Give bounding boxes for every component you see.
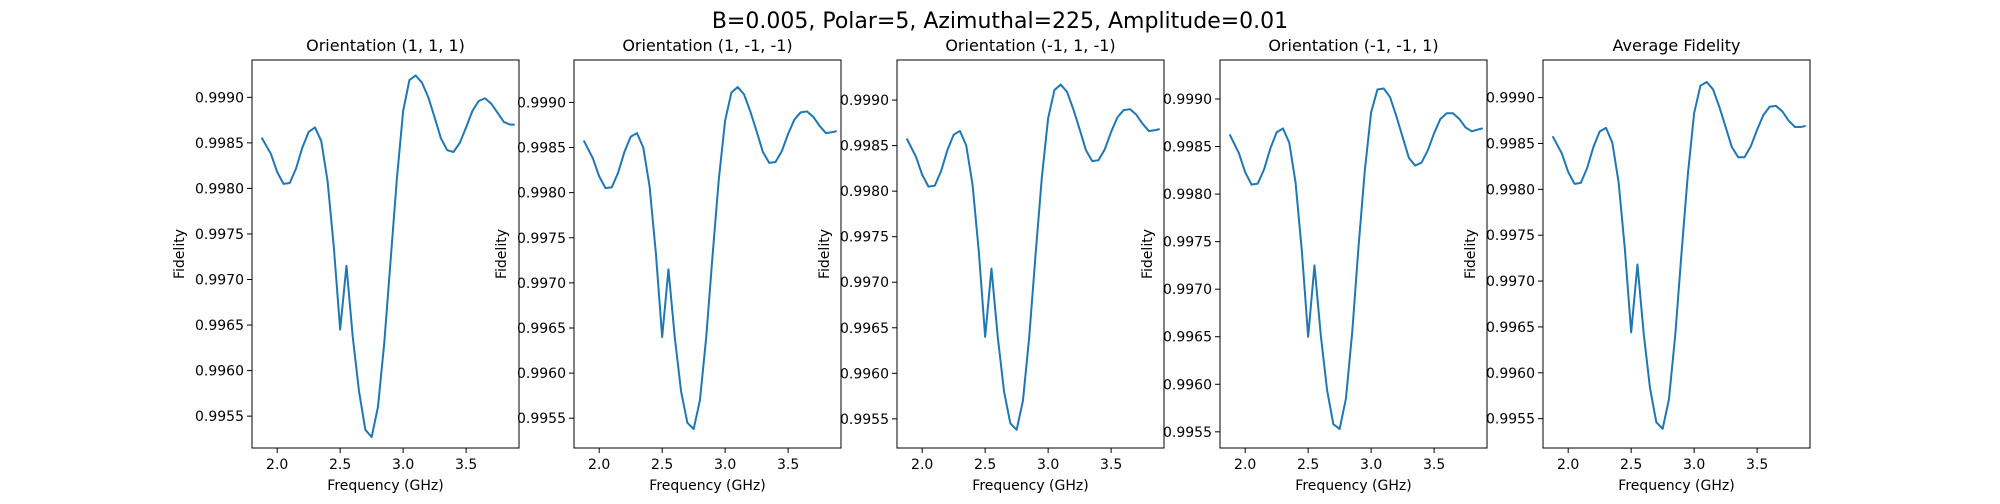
subplot-title: Average Fidelity — [1613, 36, 1741, 55]
y-tick-label: 0.9990 — [1163, 92, 1212, 108]
y-tick-label: 0.9985 — [195, 136, 244, 152]
y-tick-label: 0.9955 — [517, 411, 566, 427]
plot-frame — [896, 59, 1165, 449]
x-tick-label: 3.0 — [392, 457, 414, 473]
y-axis-label: Fidelity — [1463, 229, 1479, 279]
x-axis-label: Frequency (GHz) — [327, 478, 443, 494]
y-tick-label: 0.9965 — [195, 318, 244, 334]
x-tick-label: 3.5 — [777, 457, 799, 473]
y-axis-label: Fidelity — [172, 229, 188, 279]
x-tick-label: 2.0 — [266, 457, 288, 473]
y-tick-label: 0.9965 — [1163, 330, 1212, 346]
y-tick-label: 0.9980 — [1163, 187, 1212, 203]
x-tick-label: 3.0 — [714, 457, 736, 473]
y-tick-label: 0.9985 — [840, 139, 889, 155]
y-tick-label: 0.9980 — [1486, 182, 1535, 198]
plot-frame — [1219, 59, 1488, 449]
x-axis-label: Frequency (GHz) — [1295, 478, 1411, 494]
y-tick-label: 0.9980 — [840, 184, 889, 200]
y-tick-label: 0.9955 — [1163, 425, 1212, 441]
subplot-title: Orientation (1, -1, -1) — [622, 36, 792, 55]
y-tick-label: 0.9975 — [1163, 235, 1212, 251]
y-tick-label: 0.9990 — [840, 93, 889, 109]
y-tick-label: 0.9980 — [517, 186, 566, 202]
y-axis-label: Fidelity — [494, 229, 510, 279]
subplot-2: 2.0 2.5 3.0 3.5 0.9955 0.9960 0.9965 0.9970 0.99… — [494, 36, 842, 494]
y-tick-label: 0.9965 — [1486, 320, 1535, 336]
figure-suptitle: B=0.005, Polar=5, Azimuthal=225, Amplitu… — [712, 9, 1288, 34]
y-tick-label: 0.9970 — [1163, 282, 1212, 298]
x-axis-label: Frequency (GHz) — [1618, 478, 1734, 494]
x-tick-label: 3.5 — [1100, 457, 1122, 473]
x-tick-label: 2.0 — [1557, 457, 1579, 473]
x-tick-label: 2.5 — [974, 457, 996, 473]
x-tick-label: 3.0 — [1360, 457, 1382, 473]
y-tick-label: 0.9990 — [517, 95, 566, 111]
x-tick-label: 2.5 — [1297, 457, 1319, 473]
x-tick-label: 2.0 — [1234, 457, 1256, 473]
y-tick-label: 0.9985 — [1163, 140, 1212, 156]
series-line — [906, 83, 1160, 431]
subplot-5: 2.0 2.5 3.0 3.5 0.9955 0.9960 0.9965 0.9970 0.99… — [1463, 36, 1811, 494]
y-tick-label: 0.9960 — [1486, 366, 1535, 382]
y-axis-label: Fidelity — [1140, 229, 1156, 279]
y-tick-label: 0.9955 — [1486, 412, 1535, 428]
y-tick-label: 0.9960 — [517, 366, 566, 382]
y-tick-label: 0.9955 — [840, 412, 889, 428]
x-tick-label: 3.0 — [1037, 457, 1059, 473]
subplot-3: 2.0 2.5 3.0 3.5 0.9955 0.9960 0.9965 0.9970 0.99… — [817, 36, 1165, 494]
y-tick-label: 0.9965 — [517, 321, 566, 337]
series-line — [1229, 87, 1483, 430]
x-tick-label: 2.0 — [588, 457, 610, 473]
subplot-title: Orientation (-1, 1, -1) — [945, 36, 1115, 55]
x-tick-label: 2.0 — [911, 457, 933, 473]
y-tick-label: 0.9955 — [195, 409, 244, 425]
plot-frame — [251, 59, 520, 449]
subplot-title: Orientation (-1, -1, 1) — [1268, 36, 1438, 55]
y-tick-label: 0.9970 — [1486, 274, 1535, 290]
x-tick-label: 3.5 — [1423, 457, 1445, 473]
y-tick-label: 0.9960 — [840, 366, 889, 382]
x-tick-label: 3.0 — [1683, 457, 1705, 473]
x-tick-label: 2.5 — [651, 457, 673, 473]
y-tick-label: 0.9985 — [517, 141, 566, 157]
y-tick-label: 0.9965 — [840, 321, 889, 337]
y-tick-label: 0.9960 — [195, 364, 244, 380]
series-line — [1552, 81, 1806, 430]
x-tick-label: 2.5 — [329, 457, 351, 473]
x-tick-label: 3.5 — [455, 457, 477, 473]
x-tick-label: 3.5 — [1746, 457, 1768, 473]
y-tick-label: 0.9975 — [1486, 228, 1535, 244]
plot-frame — [573, 59, 842, 449]
series-line — [261, 74, 515, 439]
y-tick-label: 0.9970 — [195, 273, 244, 289]
y-tick-label: 0.9980 — [195, 181, 244, 197]
y-tick-label: 0.9960 — [1163, 377, 1212, 393]
y-axis-label: Fidelity — [817, 229, 833, 279]
x-axis-label: Frequency (GHz) — [649, 478, 765, 494]
y-tick-label: 0.9990 — [1486, 91, 1535, 107]
subplot-4: 2.0 2.5 3.0 3.5 0.9955 0.9960 0.9965 0.9970 0.99… — [1140, 36, 1488, 494]
y-tick-label: 0.9975 — [517, 231, 566, 247]
y-tick-label: 0.9990 — [195, 90, 244, 106]
subplot-1: 2.0 2.5 3.0 3.5 0.9955 0.9960 0.9965 0.9970 0.99… — [172, 36, 520, 494]
x-tick-label: 2.5 — [1620, 457, 1642, 473]
subplot-title: Orientation (1, 1, 1) — [306, 36, 465, 55]
y-tick-label: 0.9970 — [840, 275, 889, 291]
y-tick-label: 0.9985 — [1486, 136, 1535, 152]
y-tick-label: 0.9970 — [517, 276, 566, 292]
y-tick-label: 0.9975 — [195, 227, 244, 243]
series-line — [583, 86, 837, 431]
plot-frame — [1542, 59, 1811, 449]
x-axis-label: Frequency (GHz) — [972, 478, 1088, 494]
y-tick-label: 0.9975 — [840, 230, 889, 246]
